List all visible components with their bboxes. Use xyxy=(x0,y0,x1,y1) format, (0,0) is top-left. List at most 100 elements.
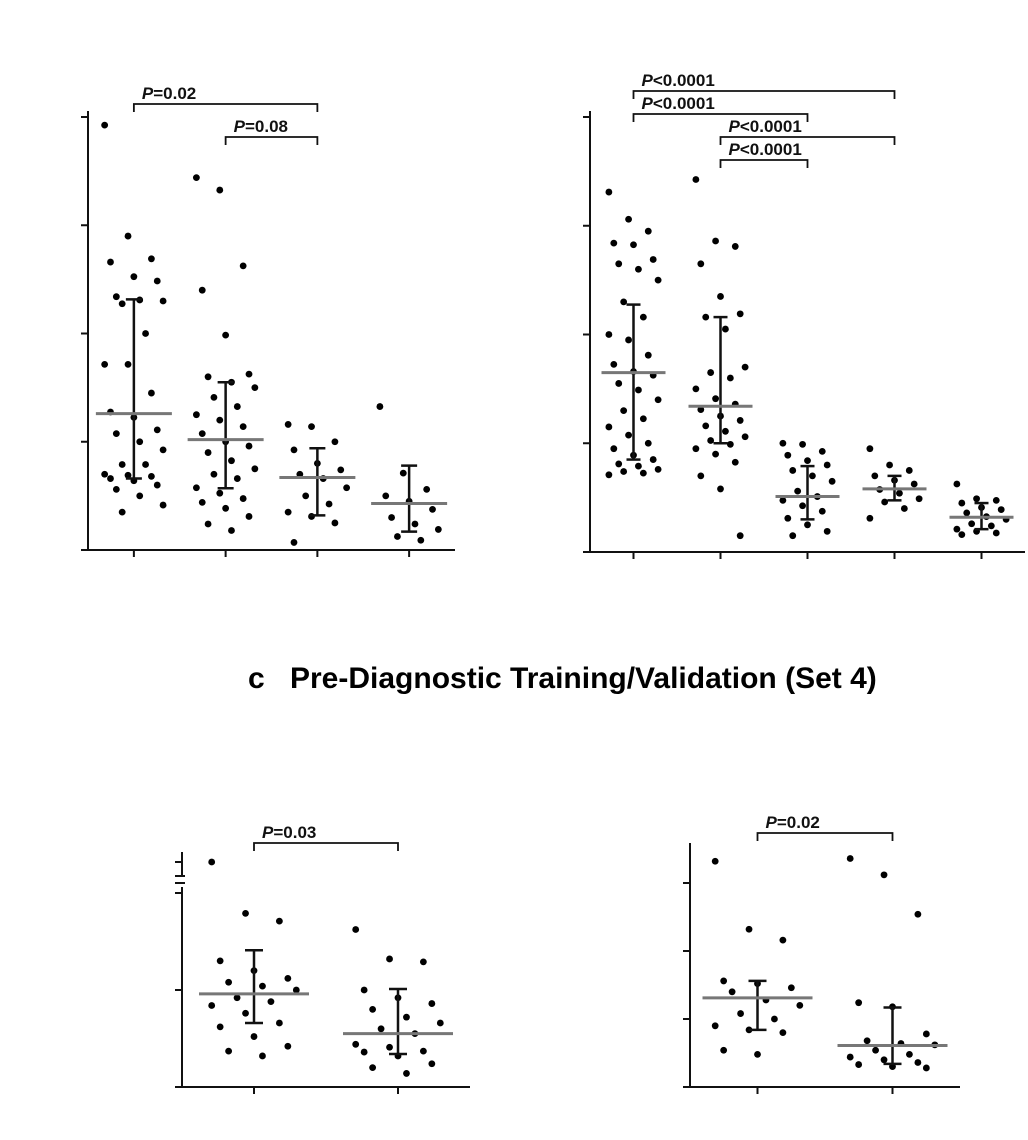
data-point xyxy=(136,438,144,446)
data-point xyxy=(216,1023,224,1031)
data-point xyxy=(228,457,235,465)
data-point xyxy=(233,994,241,1002)
data-point xyxy=(644,351,652,359)
data-point xyxy=(900,505,908,512)
data-point xyxy=(101,360,109,368)
data-point xyxy=(136,492,144,500)
data-point xyxy=(292,986,300,994)
data-point xyxy=(360,1048,368,1056)
data-point xyxy=(915,495,923,503)
data-point xyxy=(968,520,976,528)
data-point xyxy=(208,858,216,866)
data-point xyxy=(284,1042,292,1050)
data-point xyxy=(251,384,259,392)
data-point xyxy=(905,467,913,474)
data-point xyxy=(639,415,647,423)
data-point xyxy=(799,502,806,510)
data-point xyxy=(204,373,212,381)
data-point xyxy=(245,442,253,450)
data-point xyxy=(198,498,206,506)
data-point xyxy=(192,484,200,492)
data-point xyxy=(615,460,623,468)
significance-bracket xyxy=(224,136,319,145)
data-point xyxy=(107,475,114,482)
data-point xyxy=(828,477,836,485)
data-point xyxy=(101,470,109,478)
data-point xyxy=(343,484,351,492)
data-point xyxy=(855,999,863,1007)
data-point xyxy=(973,495,980,503)
data-point xyxy=(337,466,345,474)
data-point xyxy=(369,1064,377,1071)
data-point xyxy=(804,457,811,465)
data-point xyxy=(210,470,218,478)
data-point xyxy=(267,998,275,1006)
significance-bracket xyxy=(756,832,894,841)
data-point xyxy=(871,472,879,480)
data-point xyxy=(204,449,212,456)
data-point xyxy=(736,417,744,424)
data-point xyxy=(605,471,613,479)
data-point xyxy=(881,498,889,506)
data-point xyxy=(779,439,787,447)
data-point xyxy=(717,485,724,493)
data-point xyxy=(216,186,224,194)
significance-bracket xyxy=(132,103,319,112)
data-point xyxy=(399,469,407,477)
data-point xyxy=(771,1015,778,1023)
data-point xyxy=(376,403,384,410)
data-point xyxy=(953,480,961,488)
data-point xyxy=(992,496,1000,504)
data-point xyxy=(198,286,206,294)
data-point xyxy=(754,1050,761,1058)
data-point xyxy=(736,310,744,318)
data-point xyxy=(331,438,339,446)
data-point xyxy=(403,1070,410,1077)
data-point xyxy=(789,467,797,474)
data-point xyxy=(712,395,719,403)
data-point xyxy=(818,507,826,515)
p-value-label: P<0.0001 xyxy=(729,140,802,159)
data-point xyxy=(712,450,719,458)
data-point xyxy=(789,532,797,540)
data-point xyxy=(290,539,298,546)
data-point xyxy=(922,1064,930,1072)
data-point xyxy=(423,485,431,493)
data-point xyxy=(720,1046,728,1054)
data-point xyxy=(922,1030,930,1038)
section-c-heading: c Pre-Diagnostic Training/Validation (Se… xyxy=(248,662,877,695)
data-point xyxy=(697,406,705,413)
data-point xyxy=(620,407,628,415)
data-point xyxy=(784,514,792,522)
data-point xyxy=(419,958,427,966)
data-point xyxy=(284,421,292,428)
data-point xyxy=(625,215,632,223)
data-point xyxy=(222,331,230,339)
data-point xyxy=(787,984,795,992)
significance-bracket xyxy=(719,136,896,145)
data-point xyxy=(222,504,230,512)
data-point xyxy=(779,1029,787,1036)
data-point xyxy=(712,237,719,245)
data-point xyxy=(429,506,436,513)
data-point xyxy=(620,468,628,475)
data-point xyxy=(615,380,623,387)
data-point xyxy=(242,1009,249,1017)
data-point xyxy=(148,255,155,263)
data-point xyxy=(794,487,802,495)
data-point xyxy=(610,361,618,368)
data-point xyxy=(331,519,339,527)
data-point xyxy=(997,506,1005,513)
section-title: Pre-Diagnostic Training/Validation (Set … xyxy=(290,662,877,695)
data-point xyxy=(394,533,401,540)
data-point xyxy=(159,501,167,509)
data-point xyxy=(360,986,368,994)
data-point xyxy=(717,293,724,300)
data-point xyxy=(863,1037,871,1045)
data-point xyxy=(987,522,995,530)
data-point xyxy=(411,520,419,528)
data-point xyxy=(204,520,212,528)
data-point xyxy=(711,1022,719,1030)
data-point xyxy=(615,260,623,268)
